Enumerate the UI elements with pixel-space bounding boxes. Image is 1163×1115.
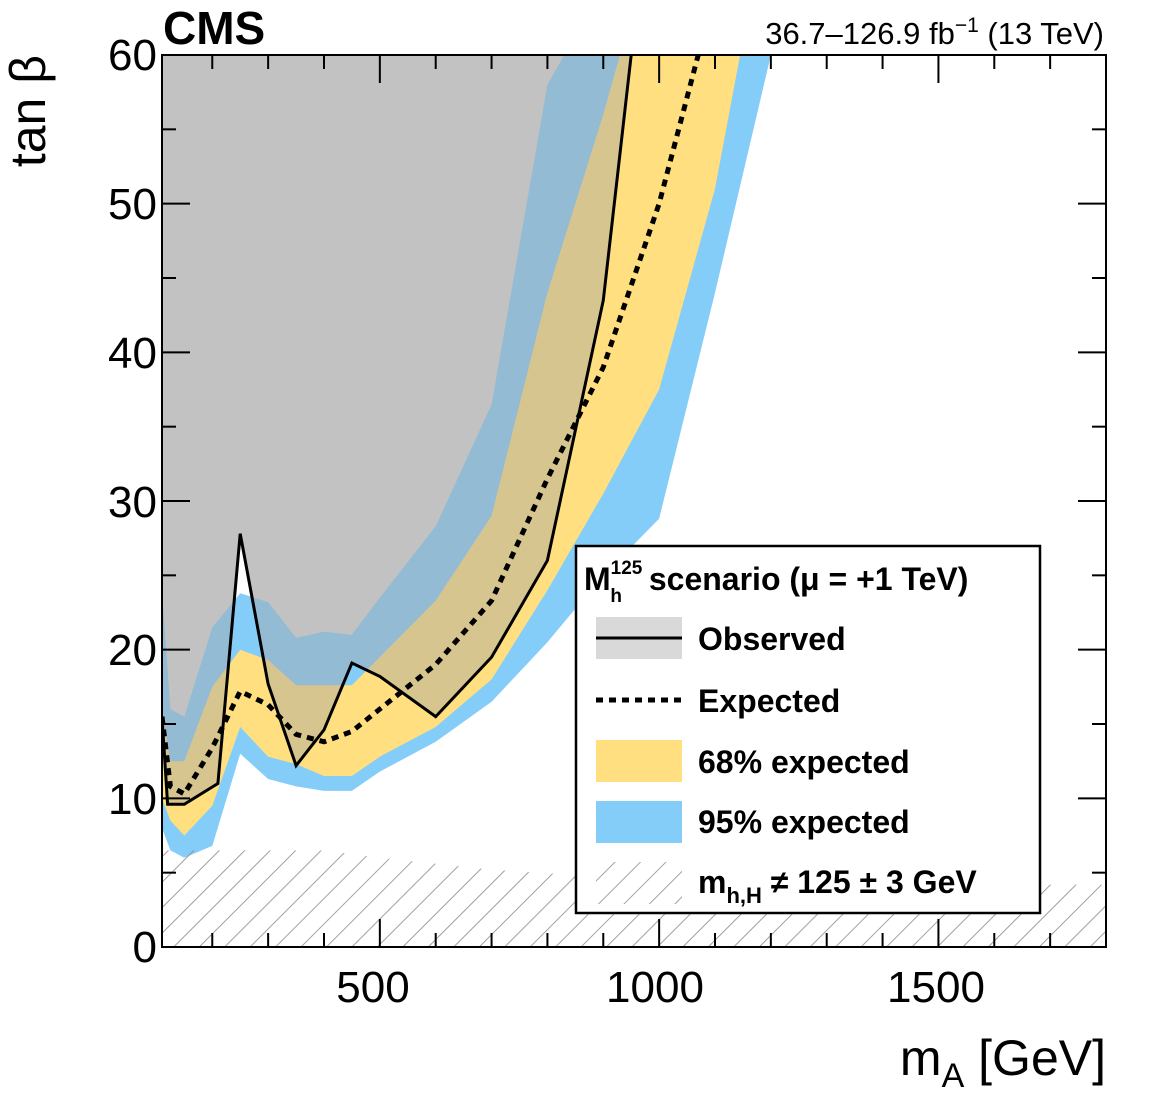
band-68-expected bbox=[162, 55, 741, 836]
legend-label-95: 95% expected bbox=[698, 804, 910, 840]
legend-entry-hatched: mh,H ≠ 125 ± 3 GeV bbox=[596, 862, 977, 908]
legend-label-observed: Observed bbox=[698, 621, 846, 657]
x-tick-label-1500: 1500 bbox=[887, 963, 985, 1012]
y-tick-label-0: 0 bbox=[133, 923, 157, 972]
legend: M125 h scenario (μ = +1 TeV) Observed Exp… bbox=[574, 544, 1042, 915]
x-tick-labels: 500 1000 1500 bbox=[336, 963, 985, 1012]
y-tick-label-60: 60 bbox=[108, 31, 157, 80]
y-tick-label-40: 40 bbox=[108, 329, 157, 378]
y-tick-label-30: 30 bbox=[108, 478, 157, 527]
legend-label-68: 68% expected bbox=[698, 744, 910, 780]
y-tick-label-20: 20 bbox=[108, 626, 157, 675]
legend-entry-95: 95% expected bbox=[596, 801, 910, 843]
legend-entry-expected: Expected bbox=[596, 683, 840, 719]
legend-entry-68: 68% expected bbox=[596, 740, 910, 782]
axis-ticks bbox=[162, 54, 1107, 948]
y-axis-title: tan β bbox=[0, 55, 56, 167]
legend-swatch-hatched bbox=[596, 862, 682, 904]
y-tick-label-50: 50 bbox=[108, 180, 157, 229]
y-tick-label-10: 10 bbox=[108, 775, 157, 824]
x-tick-label-500: 500 bbox=[336, 963, 409, 1012]
observed-line bbox=[162, 55, 633, 806]
legend-swatch-95 bbox=[596, 801, 682, 843]
legend-header: M125 h scenario (μ = +1 TeV) bbox=[584, 558, 968, 607]
y-tick-labels: 0 10 20 30 40 50 60 bbox=[108, 31, 157, 972]
legend-box bbox=[574, 544, 1042, 915]
legend-label-expected: Expected bbox=[698, 683, 840, 719]
x-axis-title: mA [GeV] bbox=[900, 1030, 1106, 1095]
cms-label: CMS bbox=[163, 2, 265, 54]
legend-swatch-68 bbox=[596, 740, 682, 782]
legend-entry-observed: Observed bbox=[596, 617, 846, 659]
legend-label-hatched: mh,H ≠ 125 ± 3 GeV bbox=[698, 864, 977, 908]
luminosity-label: 36.7–126.9 fb−1 (13 TeV) bbox=[765, 14, 1104, 51]
expected-line bbox=[162, 55, 701, 798]
x-tick-label-1000: 1000 bbox=[606, 963, 704, 1012]
